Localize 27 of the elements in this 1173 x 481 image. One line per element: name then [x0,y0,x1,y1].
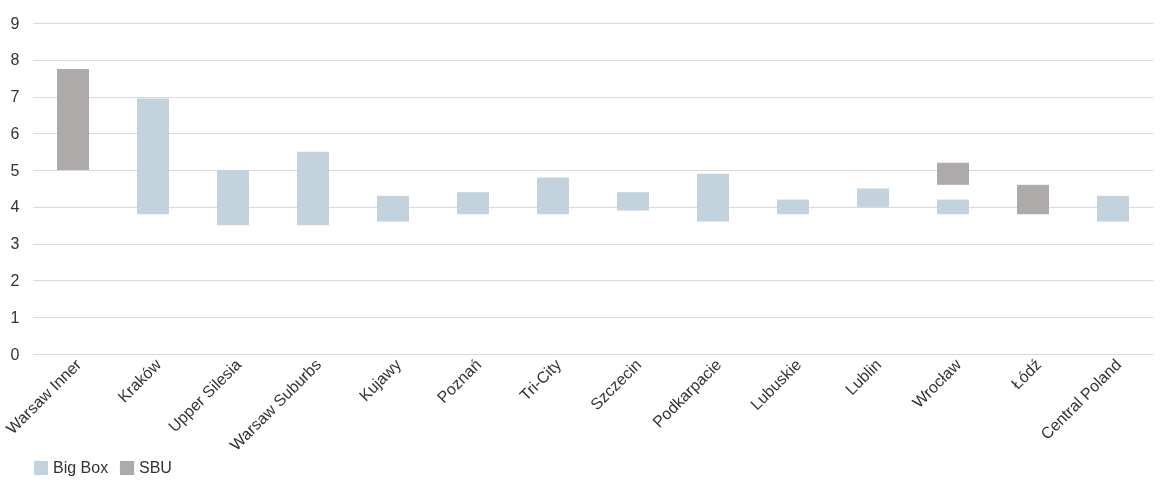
legend-label: SBU [139,459,172,476]
y-tick-label: 2 [10,271,20,289]
bar [457,192,489,215]
y-tick-label: 9 [10,14,20,32]
bar [377,195,409,222]
y-tick-label: 4 [10,198,20,216]
y-tick-label: 6 [10,124,20,142]
bar [217,170,249,226]
y-tick-label: 8 [10,51,20,69]
bar [57,68,89,171]
legend-label: Big Box [53,459,109,476]
y-tick-label: 1 [10,308,20,326]
y-tick-label: 7 [10,88,20,106]
bar [937,199,969,215]
bar [1017,184,1049,215]
bar [537,177,569,215]
bar [937,162,969,185]
bar [777,199,809,215]
y-tick-label: 5 [10,161,20,179]
bar [1097,195,1129,222]
bar [137,98,169,215]
bar [697,173,729,222]
y-tick-label: 3 [10,235,20,253]
bar [617,192,649,211]
bar [857,188,889,207]
bar [297,151,329,226]
y-tick-label: 0 [10,345,20,363]
